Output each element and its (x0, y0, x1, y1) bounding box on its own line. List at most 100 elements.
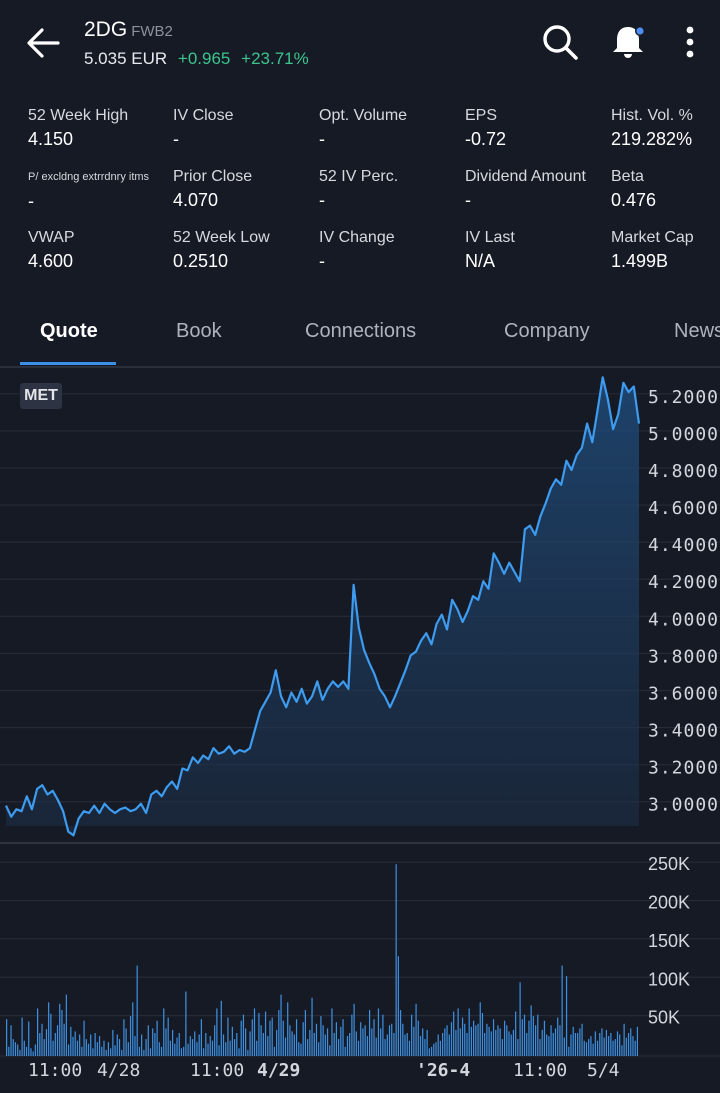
tab-connections[interactable]: Connections (305, 320, 417, 342)
stat-value: -0.72 (465, 129, 507, 149)
volume-bar (627, 1033, 630, 1056)
volume-bar (523, 1014, 526, 1056)
volume-bar (479, 1002, 481, 1056)
stats-grid: 52 Week High 4.150 IV Close - Opt. Volum… (0, 102, 720, 282)
time-tick-label: 11:00 (190, 1060, 244, 1081)
volume-bar (50, 1013, 52, 1056)
volume-bar (583, 1040, 585, 1056)
volume-bar (231, 1026, 233, 1056)
volume-bar (444, 1028, 446, 1056)
volume-bar (39, 1033, 41, 1056)
volume-bar (466, 1033, 468, 1056)
volume-bar (488, 1026, 490, 1056)
volume-bar (264, 1011, 267, 1056)
volume-bar (121, 1049, 123, 1056)
volume-bar (180, 1048, 183, 1056)
volume-bar (114, 1045, 116, 1056)
volume-bar (187, 1043, 189, 1056)
stat-pe-excl-extraordinary: P/ excldng extrrdnry itms - (28, 168, 170, 212)
volume-bar (32, 1051, 34, 1056)
stat-value: - (28, 191, 34, 211)
volume-bar (506, 1025, 508, 1056)
volume-bar (596, 1040, 599, 1056)
volume-bar (36, 1008, 39, 1056)
tab-book[interactable]: Book (176, 320, 222, 342)
tab-news[interactable]: News (674, 320, 720, 342)
chart-badge-met[interactable]: MET (20, 383, 62, 409)
tab-quote[interactable]: Quote (40, 320, 98, 342)
stat-label: EPS (465, 107, 498, 124)
volume-bar (539, 1039, 541, 1056)
volume-bar (134, 1036, 136, 1056)
volume-bar (461, 1017, 464, 1056)
volume-bar (510, 1034, 512, 1056)
volume-bar (515, 1011, 517, 1056)
volume-bar (448, 1034, 450, 1056)
volume-bar (337, 1039, 340, 1056)
volume-bar (72, 1036, 74, 1056)
bell-alert-icon[interactable] (608, 22, 648, 62)
volume-bar (384, 1039, 386, 1056)
volume-bar (311, 997, 313, 1056)
volume-bar (380, 1028, 382, 1056)
volume-bar (537, 1014, 539, 1056)
volume-tick-label: 250K (648, 854, 690, 874)
volume-bar (85, 1039, 87, 1056)
stat-label: Dividend Amount (465, 168, 586, 185)
volume-bar (413, 1026, 415, 1056)
volume-bar (526, 1033, 528, 1056)
volume-bar (284, 1037, 287, 1056)
stat-label: Beta (611, 168, 644, 185)
stat-value: 0.2510 (173, 251, 229, 271)
time-tick-label: 11:00 (513, 1060, 567, 1081)
more-menu-icon[interactable] (670, 22, 710, 62)
volume-bar (417, 1020, 419, 1056)
price-tick-label: 3.8000 (648, 646, 719, 667)
volume-bar (503, 1020, 506, 1056)
volume-bar (79, 1034, 81, 1056)
volume-bar (165, 1028, 167, 1056)
volume-bar (59, 1003, 61, 1056)
volume-bar (377, 1008, 380, 1056)
exchange: FWB2 (131, 23, 173, 40)
volume-bar (437, 1034, 439, 1056)
volume-bar (439, 1040, 442, 1056)
back-arrow-icon[interactable] (22, 22, 64, 64)
volume-bar (574, 1033, 577, 1056)
symbol-title: 2DG FWB2 (84, 18, 173, 42)
volume-bar (486, 1023, 488, 1056)
volume-bar (599, 1033, 601, 1056)
volume-bar (355, 1031, 357, 1056)
stat-label: 52 Week High (28, 107, 129, 124)
volume-bar (404, 1034, 406, 1056)
volume-bar (541, 1029, 543, 1056)
stat-iv-last: IV Last N/A (465, 229, 607, 272)
tab-company[interactable]: Company (504, 320, 590, 342)
volume-bar (594, 1031, 596, 1056)
volume-bar (262, 1033, 264, 1056)
volume-bar (554, 1028, 557, 1056)
volume-bar (457, 1008, 459, 1056)
volume-bar (623, 1023, 625, 1056)
volume-bar (550, 1025, 552, 1056)
volume-bar (253, 1008, 256, 1056)
volume-bar (289, 1025, 291, 1056)
volume-bar (442, 1033, 444, 1056)
stat-label: 52 Week Low (173, 229, 270, 246)
volume-bar (304, 1010, 307, 1056)
search-icon[interactable] (540, 22, 580, 62)
volume-bar (546, 1034, 548, 1056)
volume-bar (333, 1033, 335, 1056)
stat-value: - (319, 190, 325, 210)
volume-bar (214, 1025, 216, 1056)
volume-bar (132, 1002, 134, 1056)
volume-bar (94, 1033, 96, 1056)
volume-bar (501, 1039, 503, 1056)
volume-bar (65, 994, 67, 1056)
stat-label: 52 IV Perc. (319, 168, 399, 185)
volume-bar (23, 1040, 25, 1056)
price-volume-chart[interactable]: 5.2000 5.0000 4.8000 4.6000 4.4000 4.2000 4.00… (0, 367, 720, 1093)
volume-bar (366, 1036, 368, 1056)
volume-bar (298, 1042, 300, 1056)
volume-bar (251, 1019, 253, 1056)
